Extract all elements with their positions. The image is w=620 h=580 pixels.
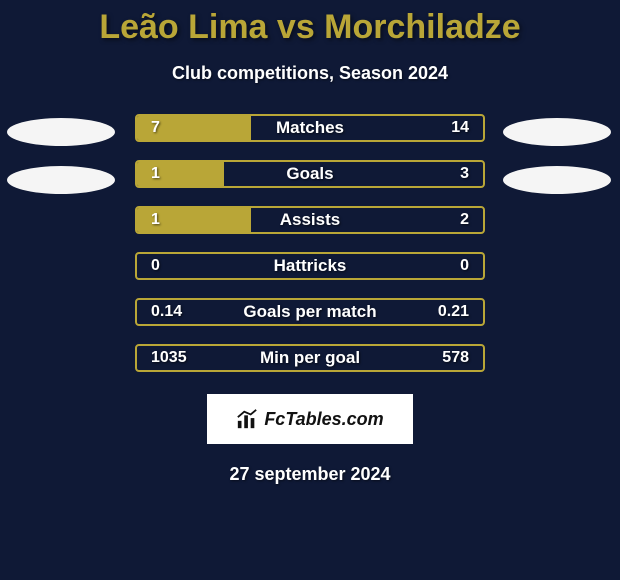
page-title: Leão Lima vs Morchiladze [0, 0, 620, 47]
avatar-player-1 [7, 118, 115, 146]
stat-row: 0.14Goals per match0.21 [135, 298, 485, 326]
avatars-left [7, 114, 117, 194]
logo-text: FcTables.com [264, 409, 383, 430]
stat-label: Hattricks [137, 256, 483, 276]
stat-value-right: 578 [442, 349, 469, 367]
stat-value-right: 0.21 [438, 303, 469, 321]
stat-value-right: 3 [460, 165, 469, 183]
stat-row: 0Hattricks0 [135, 252, 485, 280]
stat-label: Matches [137, 118, 483, 138]
stat-label: Goals [137, 164, 483, 184]
date-label: 27 september 2024 [0, 464, 620, 485]
comparison-content: 7Matches14 1Goals3 1Assists2 0Hattricks0 0.1… [0, 114, 620, 372]
avatars-right [503, 114, 613, 194]
stat-row: 1Goals3 [135, 160, 485, 188]
stat-row: 7Matches14 [135, 114, 485, 142]
avatar-player-2 [503, 118, 611, 146]
stat-bars: 7Matches14 1Goals3 1Assists2 0Hattricks0 0.1… [135, 114, 485, 372]
stat-value-right: 0 [460, 257, 469, 275]
stat-row: 1Assists2 [135, 206, 485, 234]
chart-icon [236, 408, 258, 430]
stat-label: Goals per match [137, 302, 483, 322]
stat-value-right: 14 [451, 119, 469, 137]
stat-label: Min per goal [137, 348, 483, 368]
avatar-flag-2 [503, 166, 611, 194]
stat-row: 1035Min per goal578 [135, 344, 485, 372]
subtitle: Club competitions, Season 2024 [0, 63, 620, 84]
stat-label: Assists [137, 210, 483, 230]
fctables-logo[interactable]: FcTables.com [207, 394, 413, 444]
stat-value-right: 2 [460, 211, 469, 229]
avatar-flag-1 [7, 166, 115, 194]
